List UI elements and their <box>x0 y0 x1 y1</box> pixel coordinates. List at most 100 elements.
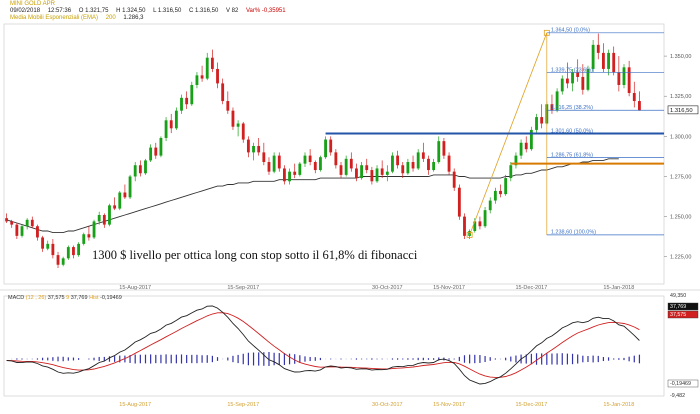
candle-body <box>82 234 86 244</box>
candle <box>257 137 261 156</box>
candle <box>586 65 590 92</box>
candle-body <box>133 165 137 177</box>
candle-body <box>473 221 477 232</box>
macd-axis-box <box>667 302 699 311</box>
candle <box>210 49 214 73</box>
candle-body <box>432 162 436 171</box>
candle-body <box>396 155 400 166</box>
macd-legend: MACD (12 , 26) 37,575 9 37,769 Hist -0,1… <box>8 295 122 301</box>
macd-x-tick-label: 30-Oct-2017 <box>372 402 403 408</box>
candle-body <box>190 84 194 105</box>
macd-hist-bar <box>546 353 548 365</box>
candle <box>72 245 75 259</box>
candle <box>524 136 528 153</box>
candle-body <box>555 91 559 111</box>
macd-hist-bar <box>355 358 358 360</box>
macd-hist-bar <box>155 354 157 364</box>
price-panel-border <box>3 23 665 285</box>
candle <box>195 72 199 89</box>
candle-body <box>427 158 430 171</box>
macd-hist-bar <box>592 355 594 363</box>
candle-body <box>231 110 235 127</box>
fib-level-label: 1.339,75 (23.6%) <box>551 67 593 73</box>
candle-body <box>627 67 631 94</box>
candle-body <box>174 110 178 129</box>
candle-body <box>262 152 266 163</box>
x-tick-label: 15-Sep-2017 <box>227 285 259 291</box>
candle <box>488 197 492 214</box>
macd-hist-bar <box>247 352 249 366</box>
candle-body <box>632 93 636 102</box>
support-lines[interactable] <box>325 132 664 165</box>
candle-body <box>252 145 255 153</box>
candle-body <box>319 157 322 171</box>
candle <box>437 136 441 164</box>
fib-anchor-low <box>466 231 473 238</box>
candle <box>10 219 14 228</box>
x-tick-label: 15-Nov-2017 <box>433 285 465 291</box>
fib-level-label: 1.301,60 (50.0%) <box>551 129 593 135</box>
candle <box>432 158 436 172</box>
candle <box>108 203 111 227</box>
candle-body <box>493 190 497 201</box>
macd-hist-bar <box>366 358 368 360</box>
candle-body <box>540 117 544 124</box>
candle-body <box>355 168 358 179</box>
macd-hist-bar <box>108 356 111 362</box>
candle-body <box>303 155 307 164</box>
candle-body <box>102 214 106 225</box>
candle-body <box>72 247 75 256</box>
macd-hist-bar <box>160 354 162 364</box>
candle-body <box>87 234 91 238</box>
candle-body <box>601 52 605 69</box>
macd-hist-bar <box>376 358 378 360</box>
x-tick-label: 15-Dec-2017 <box>515 285 547 291</box>
candle-body <box>442 141 446 156</box>
macd-hist-bar <box>510 356 512 362</box>
candle <box>370 166 374 185</box>
candle-body <box>416 152 420 169</box>
candle <box>169 113 173 134</box>
low-readout: L 1.316,50 <box>153 8 182 14</box>
macd-hist-bar <box>103 356 105 362</box>
macd-hist-bar <box>618 358 620 360</box>
macd-signal-line <box>6 312 640 378</box>
macd-hist-bar <box>191 354 193 364</box>
high-readout: H 1.324,50 <box>116 8 146 14</box>
candle <box>154 142 158 159</box>
macd-hist-bar <box>438 357 440 361</box>
macd-hist-bar <box>582 355 584 363</box>
last-price-label: 1.316,50 <box>670 108 693 114</box>
macd-hist-bar <box>93 357 95 361</box>
macd-hist-bar <box>258 352 260 366</box>
candle-body <box>282 168 286 182</box>
macd-y-tick-label: -0,19469 <box>670 381 691 387</box>
candle-body <box>535 117 538 130</box>
fib-level-label: 1.316,25 (38.2%) <box>551 105 593 111</box>
macd-hist-bar <box>458 356 460 362</box>
macd-hist-bar <box>232 355 234 363</box>
candle-body <box>324 139 327 158</box>
candle-body <box>617 72 621 85</box>
candle-body <box>149 147 153 161</box>
candle <box>442 137 446 159</box>
candle <box>565 62 569 89</box>
macd-hist-bar <box>571 353 574 365</box>
macd-hist-bar <box>288 353 291 365</box>
macd-hist-bar <box>453 358 455 360</box>
candle-body <box>246 139 250 153</box>
candle-body <box>267 162 271 172</box>
ema-label: Media Mobili Esponenziali (EMA) <box>10 15 99 21</box>
macd-hist-bar <box>607 357 610 361</box>
candle <box>25 218 29 230</box>
candle <box>334 149 338 169</box>
candle <box>519 139 523 159</box>
macd-hist-bar <box>525 354 527 364</box>
macd-hist-bar <box>407 358 409 360</box>
candle-body <box>15 224 19 236</box>
macd-hist-bar <box>201 355 203 363</box>
macd-x-tick-label: 15-Jan-2018 <box>603 402 634 408</box>
candle <box>509 162 513 182</box>
macd-hist-bar <box>489 357 491 361</box>
